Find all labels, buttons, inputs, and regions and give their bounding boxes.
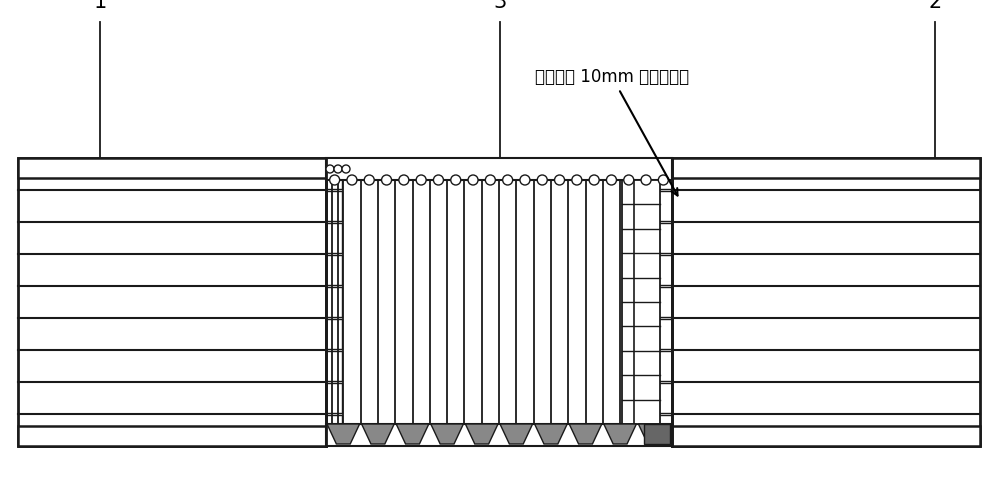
Bar <box>622 180 660 424</box>
Circle shape <box>503 175 513 185</box>
Bar <box>18 158 326 446</box>
Bar <box>326 351 342 381</box>
Circle shape <box>382 175 392 185</box>
Circle shape <box>364 175 374 185</box>
Bar <box>326 158 672 446</box>
Text: 1: 1 <box>93 0 107 12</box>
Bar <box>326 424 672 446</box>
Circle shape <box>451 175 461 185</box>
Text: 内壁铺设 10mm 厚的橡胶模: 内壁铺设 10mm 厚的橡胶模 <box>535 68 689 195</box>
Circle shape <box>468 175 478 185</box>
Circle shape <box>485 175 495 185</box>
Circle shape <box>606 175 616 185</box>
Polygon shape <box>327 424 360 444</box>
Bar <box>656 255 672 285</box>
Bar <box>672 158 980 446</box>
Bar <box>656 287 672 317</box>
Polygon shape <box>604 424 636 444</box>
Polygon shape <box>396 424 429 444</box>
Bar <box>18 426 326 446</box>
Circle shape <box>326 165 334 173</box>
Polygon shape <box>569 424 602 444</box>
Circle shape <box>416 175 426 185</box>
Bar <box>326 415 342 445</box>
Bar <box>656 319 672 349</box>
Circle shape <box>624 175 634 185</box>
Text: 2: 2 <box>928 0 942 12</box>
Bar <box>656 383 672 413</box>
Bar <box>656 159 672 189</box>
Bar <box>18 158 326 178</box>
Bar <box>672 426 980 446</box>
Circle shape <box>399 175 409 185</box>
Circle shape <box>537 175 547 185</box>
Bar <box>656 223 672 253</box>
Polygon shape <box>535 424 567 444</box>
Polygon shape <box>500 424 533 444</box>
Bar <box>326 319 342 349</box>
Circle shape <box>589 175 599 185</box>
Bar <box>656 351 672 381</box>
Bar <box>326 158 672 180</box>
Text: 3: 3 <box>493 0 507 12</box>
Bar <box>326 223 342 253</box>
Bar <box>656 415 672 445</box>
Circle shape <box>330 175 340 185</box>
Polygon shape <box>362 424 394 444</box>
Polygon shape <box>431 424 463 444</box>
Circle shape <box>641 175 651 185</box>
Bar <box>326 287 342 317</box>
Polygon shape <box>638 424 671 444</box>
Circle shape <box>334 165 342 173</box>
Bar <box>672 158 980 178</box>
Circle shape <box>572 175 582 185</box>
Circle shape <box>658 175 668 185</box>
Bar <box>644 424 670 444</box>
Circle shape <box>555 175 565 185</box>
Circle shape <box>520 175 530 185</box>
Bar <box>326 191 342 221</box>
Bar <box>326 383 342 413</box>
Circle shape <box>342 165 350 173</box>
Bar <box>326 255 342 285</box>
Circle shape <box>347 175 357 185</box>
Circle shape <box>433 175 443 185</box>
Bar <box>326 159 342 189</box>
Bar <box>656 191 672 221</box>
Polygon shape <box>465 424 498 444</box>
